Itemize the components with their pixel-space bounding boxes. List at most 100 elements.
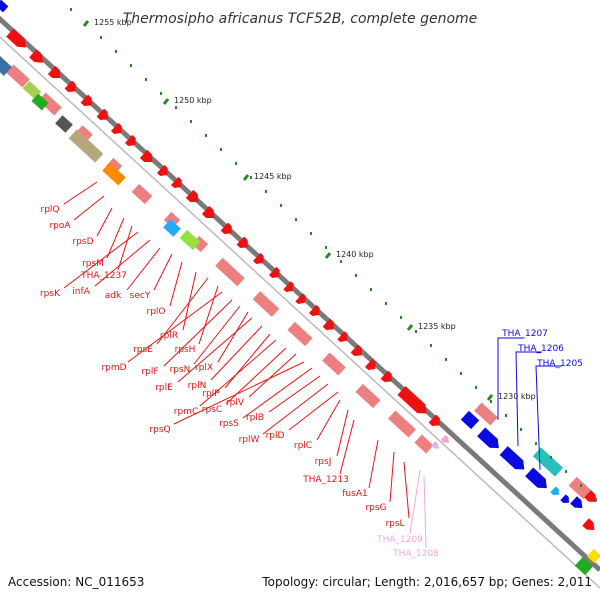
leader-line [177,317,253,383]
red-gene-shape [582,518,595,531]
gene-label: rplD [266,431,285,441]
minor-tick [475,386,477,389]
pink-gene [163,211,181,229]
minor-tick [550,456,552,459]
red-gene [380,370,392,383]
minor-tick [565,470,567,473]
orange-block [102,162,126,186]
gene-label: THA_1208 [392,549,439,559]
gene-label: adk [105,291,122,301]
gene-label: infA [72,287,90,297]
gene-label: fusA1 [342,489,367,499]
red-gene [96,108,108,121]
pink-gene-shape [131,183,153,205]
gene-label: THA_1205 [536,359,583,369]
leader-line [156,277,209,345]
minor-tick [415,330,417,333]
blue-gene-shape [570,496,583,509]
minor-tick [235,162,237,165]
leader-line [169,261,183,307]
leader-line [497,337,524,420]
lime-block [179,229,201,251]
gene-label: rplX [195,363,213,373]
gene-label: rplR [160,331,178,341]
leader-line [288,391,339,431]
pink-gene-shape [38,92,62,116]
red-gene [364,358,376,371]
inner-track [0,36,600,589]
pink-gene-shape [568,476,592,500]
red-gene [582,518,595,531]
minor-tick [385,302,387,305]
olive-block [68,129,104,163]
leader-line [163,299,233,367]
blue-gene-shape [560,494,569,503]
gray-block [55,115,73,133]
pink-gene [105,157,123,175]
accession-text: Accession: NC_011653 [8,575,144,589]
pink-gene-shape [474,402,498,426]
minor-tick [190,120,192,123]
minor-tick [430,344,432,347]
map-title: Thermosipho africanus TCF52B, complete g… [123,11,478,27]
lime-block-shape [179,229,201,251]
red-gene-shape [201,205,215,219]
gene-label: rplV [226,398,245,408]
tick-label: 1245 kbp [254,172,292,181]
pink-gene-shape [387,410,417,438]
red-gene-shape [322,318,334,331]
leader-line [368,439,379,489]
minor-tick [145,78,147,81]
blue-gene [570,496,583,509]
yellow-block [586,548,600,564]
leader-line [339,419,355,475]
red-gene [337,331,348,343]
leader-line [210,325,263,381]
leader-line [248,353,297,398]
minor-tick [535,442,537,445]
gene-label: rplN [188,381,207,391]
leader-line [242,367,313,419]
gene-label: rpsC [202,405,222,415]
leader-line [199,339,277,407]
leader-line [193,305,241,365]
red-gene [283,281,294,293]
red-gene-shape [124,134,136,147]
pink-gene [287,321,313,347]
lightpink-gene [440,434,449,443]
minor-tick [400,316,402,319]
minor-tick [370,288,372,291]
red-gene-shape [80,94,92,107]
green-block-shape [31,93,49,111]
green-block [574,556,594,576]
pink-gene-shape [355,383,381,409]
red-gene [268,266,280,279]
pink-gene-shape [322,352,346,376]
pink-gene [6,64,30,88]
red-gene [236,236,248,249]
leader-line [389,451,395,503]
gene-label: rplW [239,435,260,445]
red-gene-shape [428,414,440,427]
minor-tick [160,92,162,95]
red-gene [350,344,362,357]
red-gene-shape [96,108,108,121]
red-gene-shape [64,80,76,93]
teal-gene [532,447,564,477]
leader-line [224,333,271,389]
red-gene-shape [295,293,306,305]
red-gene [124,134,136,147]
leader-line [268,375,321,413]
minor-tick [340,260,342,263]
tick-label: 1235 kbp [418,322,456,331]
major-tick [406,324,414,331]
pink-gene [474,402,498,426]
red-gene-shape [110,122,122,135]
blue-gene-shape [477,427,499,449]
blue-block-shape [0,56,12,76]
gene-label: rplB [246,413,264,423]
leader-line [153,253,173,291]
gene-label: rpsG [365,503,386,513]
